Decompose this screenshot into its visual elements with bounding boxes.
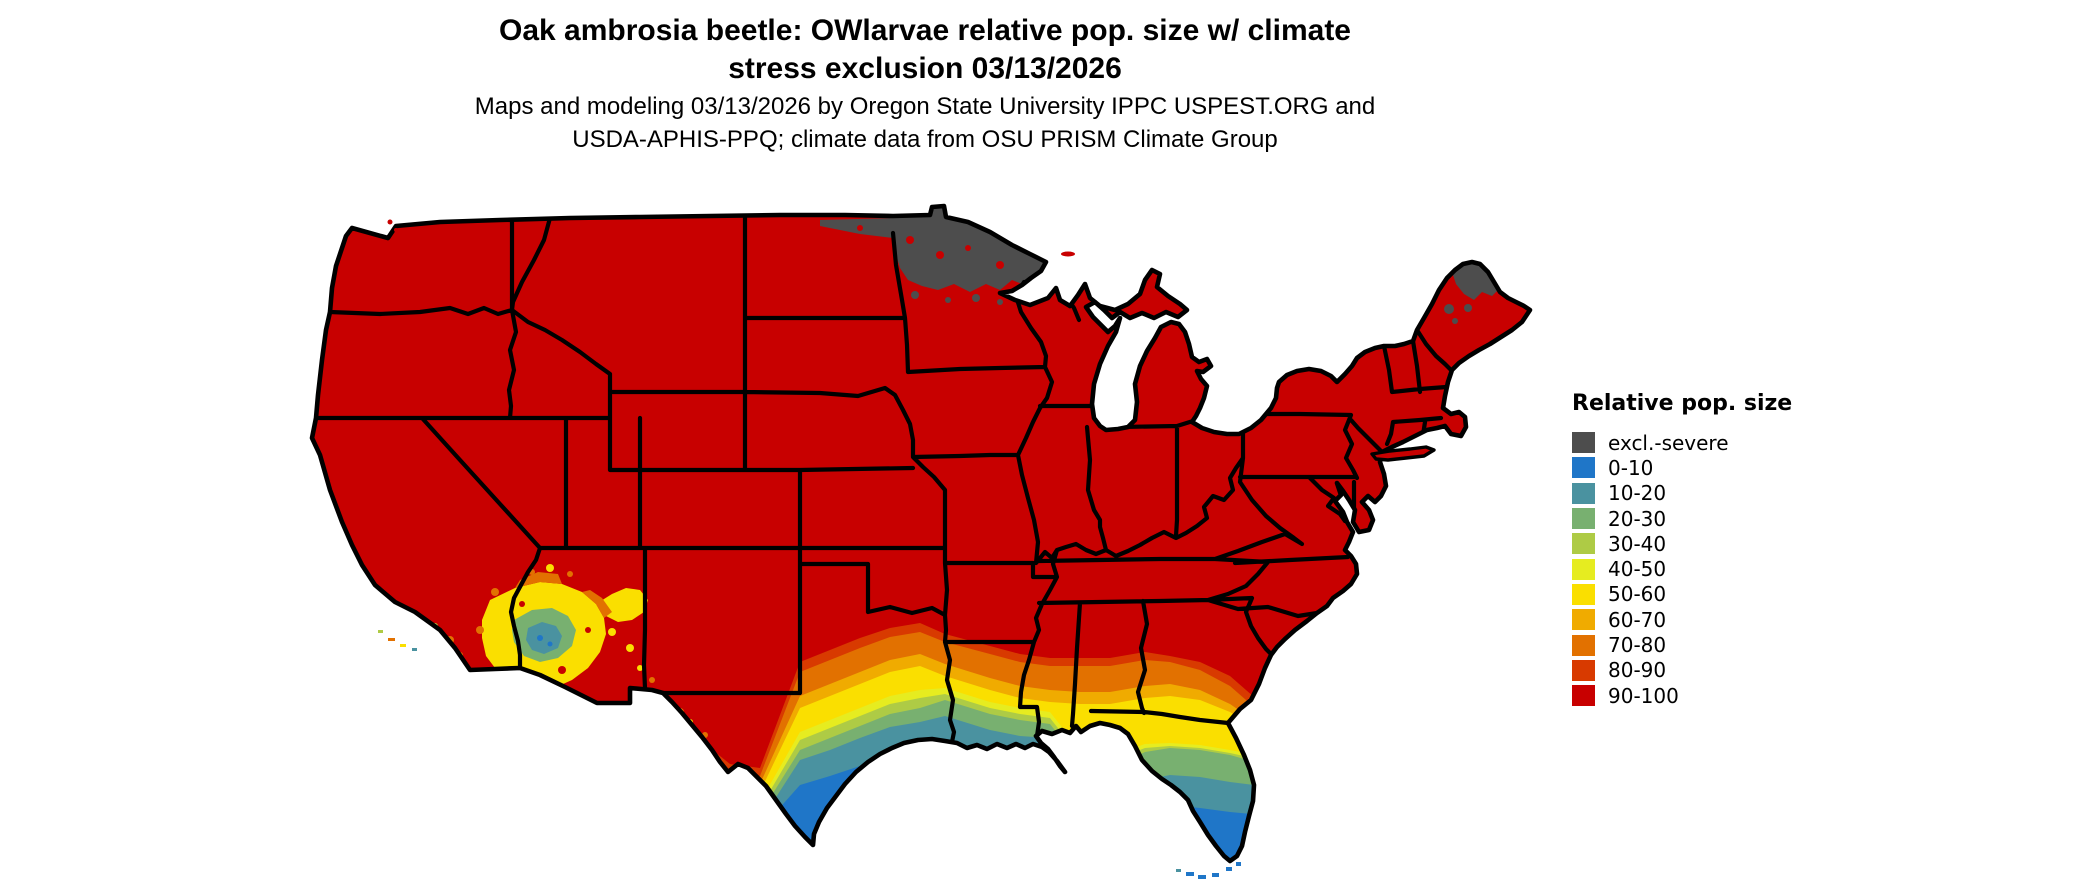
legend-swatch — [1572, 685, 1595, 707]
subtitle-line-2: USDA-APHIS-PPQ; climate data from OSU PR… — [572, 126, 1278, 153]
legend-item-label: 90-100 — [1608, 683, 1679, 708]
legend-item-label: 30-40 — [1608, 531, 1667, 556]
exclusion-region-north — [820, 207, 1046, 305]
legend-swatch — [1572, 432, 1595, 454]
title-line-1: Oak ambrosia beetle: OWlarvae relative p… — [498, 14, 1351, 47]
legend-item: 90-100 — [1572, 683, 1802, 708]
legend-item-label: 60-70 — [1608, 607, 1667, 632]
legend-item: 80-90 — [1572, 658, 1802, 683]
legend-swatch — [1572, 533, 1595, 555]
legend-swatch — [1572, 457, 1595, 479]
legend-swatch — [1572, 634, 1595, 656]
legend-item: 20-30 — [1572, 506, 1802, 531]
legend-item-label: 10-20 — [1608, 481, 1667, 506]
legend-item-label: excl.-severe — [1608, 430, 1729, 455]
legend-item: 0-10 — [1572, 455, 1802, 480]
legend-item-label: 40-50 — [1608, 557, 1667, 582]
legend-item-label: 20-30 — [1608, 506, 1667, 531]
page-title: Oak ambrosia beetle: OWlarvae relative p… — [300, 12, 1550, 88]
channel-islands — [378, 630, 417, 651]
legend-item: 40-50 — [1572, 556, 1802, 581]
legend-item-label: 0-10 — [1608, 455, 1654, 480]
legend-title: Relative pop. size — [1572, 391, 1793, 416]
title-line-2: stress exclusion 03/13/2026 — [728, 52, 1122, 85]
legend-item: 30-40 — [1572, 531, 1802, 556]
state-borders — [313, 215, 1454, 745]
legend-item-label: 70-80 — [1608, 633, 1667, 658]
legend-swatch — [1572, 482, 1595, 504]
legend-item: 10-20 — [1572, 481, 1802, 506]
long-island — [1370, 445, 1436, 462]
legend-item: 50-60 — [1572, 582, 1802, 607]
us-risk-map — [309, 203, 1533, 879]
legend-swatch — [1572, 583, 1595, 605]
legend-item: 60-70 — [1572, 607, 1802, 632]
legend-item: excl.-severe — [1572, 430, 1802, 455]
subtitle-line-1: Maps and modeling 03/13/2026 by Oregon S… — [474, 93, 1376, 120]
legend-swatch — [1572, 659, 1595, 681]
puget-islands — [387, 219, 398, 232]
map-legend: Relative pop. size excl.-severe 0-10 10-… — [1572, 391, 1802, 708]
legend-item: 70-80 — [1572, 632, 1802, 657]
legend-item-label: 50-60 — [1608, 582, 1667, 607]
legend-swatch — [1572, 609, 1595, 631]
page-subtitle: Maps and modeling 03/13/2026 by Oregon S… — [300, 90, 1550, 156]
legend-swatch — [1572, 508, 1595, 530]
florida-keys — [1176, 862, 1241, 879]
legend-swatch — [1572, 558, 1595, 580]
isle-royale — [1061, 251, 1075, 257]
exclusion-region-maine — [1444, 260, 1498, 324]
legend-item-label: 80-90 — [1608, 658, 1667, 683]
us-outline — [309, 203, 1533, 864]
